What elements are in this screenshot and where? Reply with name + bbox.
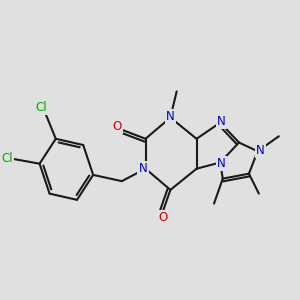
Text: O: O [112, 120, 122, 133]
Text: N: N [217, 157, 226, 170]
Text: O: O [158, 211, 168, 224]
Text: N: N [139, 162, 147, 175]
Text: N: N [256, 143, 265, 157]
Text: N: N [166, 110, 175, 123]
Text: Cl: Cl [2, 152, 13, 165]
Text: N: N [217, 115, 226, 128]
Text: Cl: Cl [35, 101, 47, 114]
